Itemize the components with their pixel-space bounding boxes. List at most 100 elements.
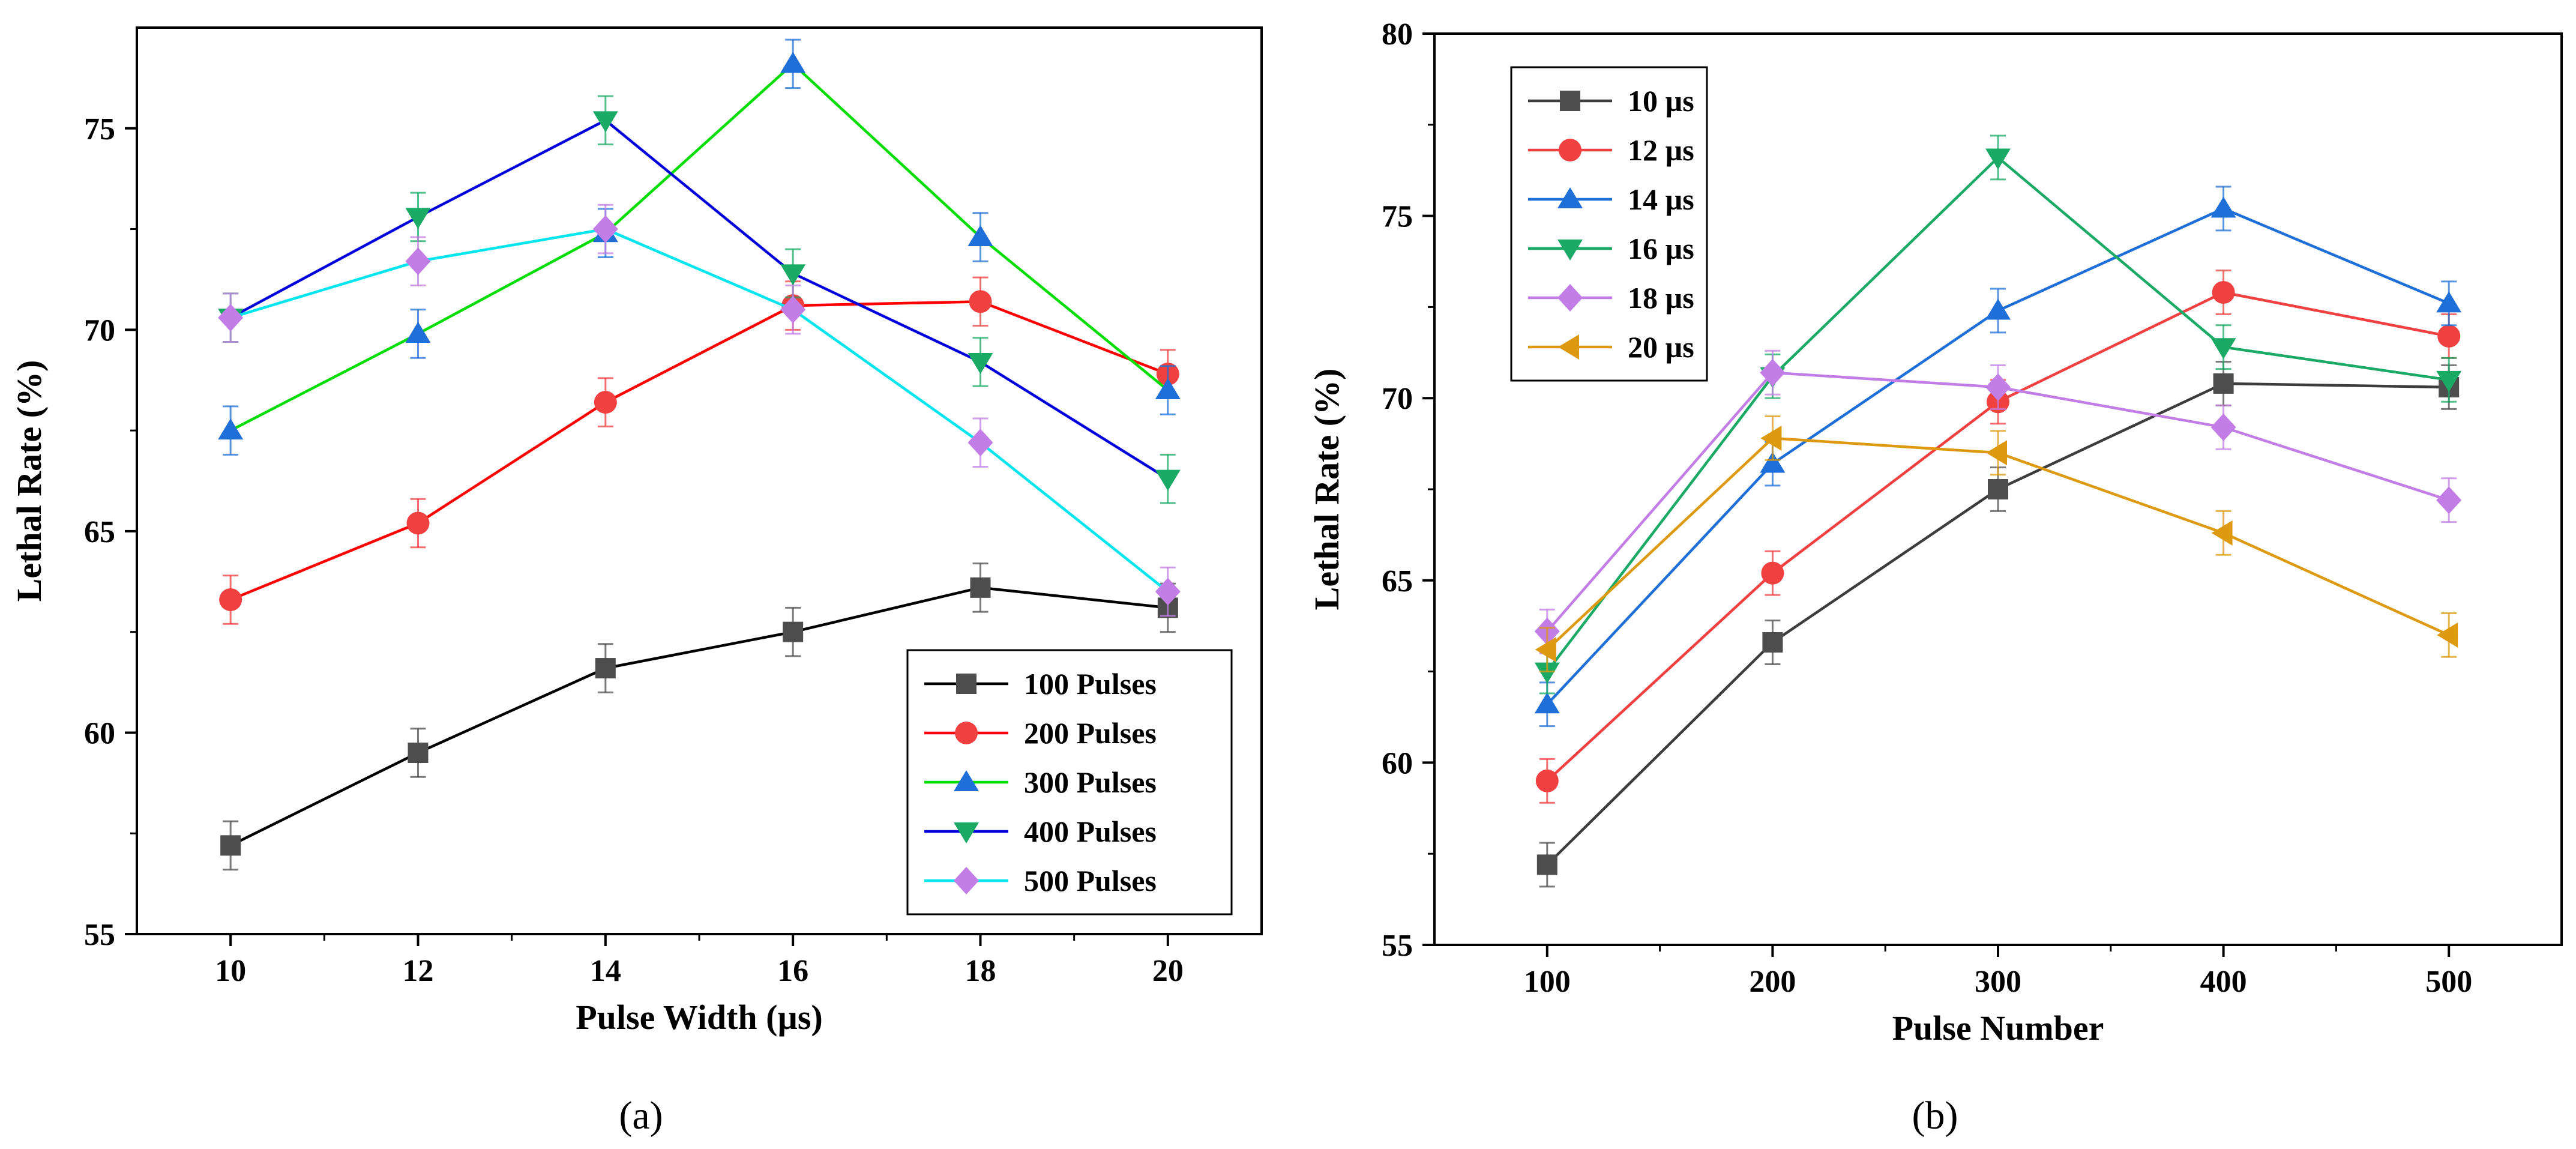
chart-b-series-18-us <box>1534 349 2462 654</box>
chart-b-data-point <box>1534 662 1560 684</box>
chart-b-data-point <box>2211 520 2233 546</box>
chart-b-legend-label: 14 µs <box>1628 182 1694 216</box>
chart-b-series-20-us <box>1535 415 2458 673</box>
chart-a-y-axis-title: Lethal Rate (%) <box>10 360 49 602</box>
chart-a-legend-marker <box>954 822 979 843</box>
chart-b-y-tick-label: 65 <box>1382 564 1413 599</box>
chart-b-data-point <box>2210 196 2236 218</box>
chart-b-legend-box <box>1510 66 1708 382</box>
chart-a-data-point <box>594 391 617 414</box>
chart-b-data-point <box>2210 413 2236 441</box>
chart-a-data-point <box>969 290 992 313</box>
chart-b-x-tick-label: 500 <box>2425 965 2472 999</box>
chart-a-legend-label: 500 Pulses <box>1024 864 1157 897</box>
chart-a-series-line <box>230 62 1169 432</box>
chart-b-data-point <box>2437 324 2461 348</box>
chart-b-legend-label: 16 µs <box>1628 232 1694 265</box>
chart-a-data-point <box>592 111 618 133</box>
chart-b-legend-label: 18 µs <box>1628 281 1694 315</box>
chart-b-x-tick-label: 300 <box>1975 965 2021 999</box>
chart-a-y-tick-label: 70 <box>84 313 115 348</box>
chart-b-data-point <box>1762 632 1783 653</box>
chart-a-x-tick-label: 12 <box>403 954 434 988</box>
chart-b-x-axis-title: Pulse Number <box>1892 1009 2104 1048</box>
chart-a-series-200-pulses <box>219 276 1179 625</box>
chart-a-legend-label: 200 Pulses <box>1024 716 1157 750</box>
chart-a-data-point <box>1155 578 1181 606</box>
chart-a-data-point <box>1155 469 1181 491</box>
chart-a-legend-marker <box>956 674 977 694</box>
chart-a-data-point <box>595 658 616 679</box>
chart-a-legend-marker <box>954 867 979 894</box>
chart-a-series-500-pulses <box>218 204 1181 617</box>
chart-b-data-point <box>1985 298 2011 320</box>
chart-a-data-point <box>968 429 993 457</box>
chart-b-y-tick-label: 60 <box>1382 746 1413 780</box>
chart-a-series-line <box>230 228 1169 593</box>
caption-b: (b) <box>1912 1094 1958 1138</box>
chart-b-y-axis-title: Lethal Rate (%) <box>1307 369 1346 611</box>
chart-b-data-point <box>2210 338 2236 360</box>
chart-b-x-tick-label: 100 <box>1524 965 1571 999</box>
chart-a-series-line <box>230 300 1169 602</box>
chart-b-data-point <box>2213 373 2234 394</box>
chart-a-y-tick-label: 75 <box>84 112 115 146</box>
chart-b-data-point <box>1985 148 2011 170</box>
chart-a-data-point <box>218 418 244 440</box>
chart-b-data-point <box>2436 486 2462 514</box>
chart-a-legend: 100 Pulses 200 Pulses 300 Pulses 400 Pulses… <box>906 649 1233 915</box>
chart-a-data-point <box>968 353 993 375</box>
chart-b-data-point <box>2212 281 2235 304</box>
chart-a-data-point <box>219 588 242 611</box>
chart-b-series-14-us <box>1534 185 2462 728</box>
chart-b-data-point <box>1535 637 1556 663</box>
chart-b-data-point <box>1986 440 2007 466</box>
chart-a-series-400-pulses <box>218 95 1181 504</box>
chart-b-series-10-us <box>1536 360 2460 888</box>
chart-a-legend-label: 300 Pulses <box>1024 765 1157 799</box>
chart-a-legend-marker <box>955 722 978 744</box>
chart-a-data-point <box>968 225 993 246</box>
chart-a-y-tick-label: 55 <box>84 918 115 952</box>
chart-b-legend-marker <box>1557 187 1583 208</box>
panel-b-chart: 100 200 300 400 500 55 60 65 70 75 80 Pulse Number L… <box>1307 17 2563 1048</box>
chart-a-x-axis-title: Pulse Width (µs) <box>576 998 823 1037</box>
chart-a-data-point <box>405 247 431 276</box>
chart-b-legend-marker <box>1559 139 1581 161</box>
chart-a-data-point <box>218 304 244 332</box>
caption-a: (a) <box>619 1094 663 1138</box>
chart-b-data-point <box>1985 373 2011 401</box>
chart-a-series-line <box>230 118 1169 480</box>
chart-b-legend-label: 12 µs <box>1628 133 1694 167</box>
chart-a-legend-label: 100 Pulses <box>1024 667 1157 701</box>
chart-a-data-point <box>780 264 806 286</box>
chart-b-legend-label: 20 µs <box>1628 330 1694 364</box>
chart-b-legend-label: 10 µs <box>1628 84 1694 118</box>
chart-a-data-point <box>406 511 430 535</box>
chart-a-data-point <box>1155 378 1181 399</box>
chart-a-data-point <box>405 208 431 229</box>
chart-b-data-point <box>1536 854 1557 875</box>
chart-b-data-point <box>2437 622 2458 648</box>
chart-b-data-point <box>1535 769 1559 792</box>
chart-a-x-tick-label: 16 <box>777 954 808 988</box>
chart-a-series-line <box>230 586 1169 847</box>
chart-b-data-point <box>1760 425 1782 451</box>
chart-a-y-tick-label: 65 <box>84 515 115 549</box>
chart-b-x-tick-label: 200 <box>1749 965 1796 999</box>
chart-b-y-tick-label: 55 <box>1382 929 1413 963</box>
chart-a-data-point <box>780 295 806 324</box>
chart-b-legend-marker <box>1557 240 1583 261</box>
panel-a-chart: 10 12 14 16 18 20 55 60 65 70 75 Pulse Width (µs) Le… <box>10 26 1263 1037</box>
chart-b-x-tick-label: 400 <box>2200 965 2247 999</box>
chart-a-y-tick-label: 60 <box>84 716 115 750</box>
chart-b-data-point <box>2436 370 2462 392</box>
chart-a-legend-marker <box>954 770 979 791</box>
chart-b-data-point <box>2436 291 2462 313</box>
chart-a-legend-label: 400 Pulses <box>1024 815 1157 848</box>
chart-b-legend-marker <box>1557 284 1583 312</box>
chart-b-data-point <box>1988 479 2008 499</box>
chart-a-data-point <box>405 322 431 343</box>
chart-b-data-point <box>1760 358 1786 387</box>
